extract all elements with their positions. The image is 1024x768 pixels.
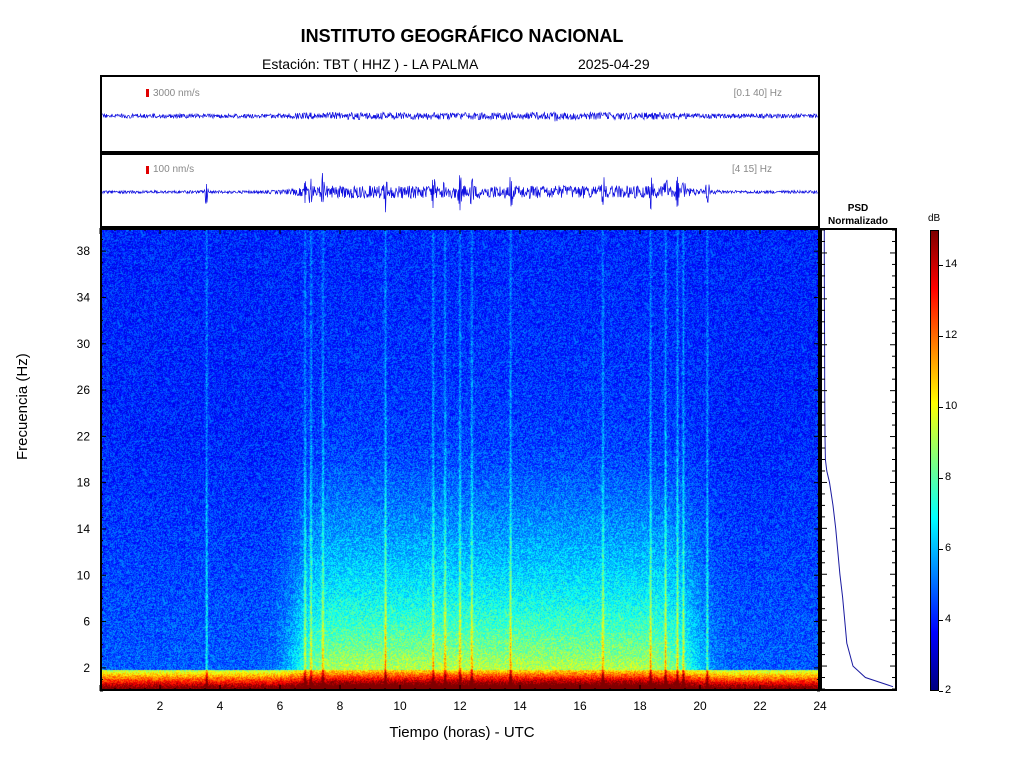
trace-band-label: [4 15] Hz: [731, 164, 772, 175]
x-tick-label: 4: [217, 699, 224, 713]
x-tick-label: 14: [513, 699, 527, 713]
y-tick-label: 38: [77, 244, 91, 258]
psd-title-line2: Normalizado: [827, 216, 888, 227]
y-tick-label: 10: [77, 568, 91, 582]
x-tick-label: 20: [693, 699, 707, 713]
x-tick-label: 6: [277, 699, 284, 713]
trace-waveform-filtered: [102, 172, 818, 213]
colorbar-tick-label: 6: [945, 542, 952, 555]
trace-scale-label: 100 nm/s: [153, 164, 195, 175]
colorbar-tick: [939, 265, 943, 267]
colorbar-tick: [939, 549, 943, 551]
page-title: INSTITUTO GEOGRÁFICO NACIONAL: [300, 26, 624, 46]
y-axis-label: Frecuencia (Hz): [14, 353, 31, 460]
colorbar-tick: [939, 407, 943, 409]
colorbar-unit: dB: [928, 213, 941, 224]
x-tick-label: 24: [813, 699, 827, 713]
y-tick-label: 18: [77, 476, 91, 490]
colorbar: [930, 230, 939, 691]
trace-scale-marker: [146, 89, 149, 97]
y-tick-label: 22: [77, 429, 91, 443]
station-label: Estación: TBT ( HHZ ) - LA PALMA: [262, 56, 479, 72]
x-tick-label: 10: [393, 699, 407, 713]
spectrogram-plot: [100, 228, 820, 691]
psd-title-line1: PSD: [847, 203, 869, 214]
psd-curve: [822, 230, 895, 689]
x-tick-label: 18: [633, 699, 647, 713]
spectrogram-image: [102, 230, 818, 689]
y-tick-label: 14: [77, 522, 91, 536]
trace-panel-filtered: 100 nm/s [4 15] Hz: [100, 153, 820, 228]
x-tick-label: 16: [573, 699, 587, 713]
y-tick-label: 6: [83, 615, 90, 629]
colorbar-tick-label: 8: [945, 471, 952, 484]
x-tick-label: 22: [753, 699, 767, 713]
y-tick-label: 30: [77, 337, 91, 351]
colorbar-tick-label: 10: [945, 400, 958, 413]
psd-panel: [820, 228, 897, 691]
date-label: 2025-04-29: [578, 56, 650, 72]
colorbar-tick: [939, 691, 943, 692]
x-tick-label: 2: [157, 699, 164, 713]
trace-waveform-broadband: [102, 111, 818, 122]
y-tick-label: 2: [83, 661, 90, 675]
trace-scale-label: 3000 nm/s: [153, 88, 200, 99]
x-axis-label: Tiempo (horas) - UTC: [389, 724, 535, 741]
colorbar-tick: [939, 478, 943, 480]
x-tick-label: 8: [337, 699, 344, 713]
trace-panel-broadband: 3000 nm/s [0.1 40] Hz: [100, 75, 820, 153]
y-tick-label: 34: [77, 290, 91, 304]
trace-line: [102, 172, 818, 213]
colorbar-tick-label: 2: [945, 684, 952, 696]
y-tick-label: 26: [77, 383, 91, 397]
colorbar-tick-label: 12: [945, 329, 958, 342]
x-tick-label: 12: [453, 699, 467, 713]
colorbar-tick-label: 4: [945, 613, 952, 626]
trace-line: [102, 111, 818, 122]
trace-band-label: [0.1 40] Hz: [733, 88, 782, 99]
colorbar-tick-label: 14: [945, 258, 958, 271]
colorbar-tick: [939, 336, 943, 338]
colorbar-tick: [939, 620, 943, 622]
trace-scale-marker: [146, 166, 149, 174]
psd-line: [823, 230, 894, 688]
